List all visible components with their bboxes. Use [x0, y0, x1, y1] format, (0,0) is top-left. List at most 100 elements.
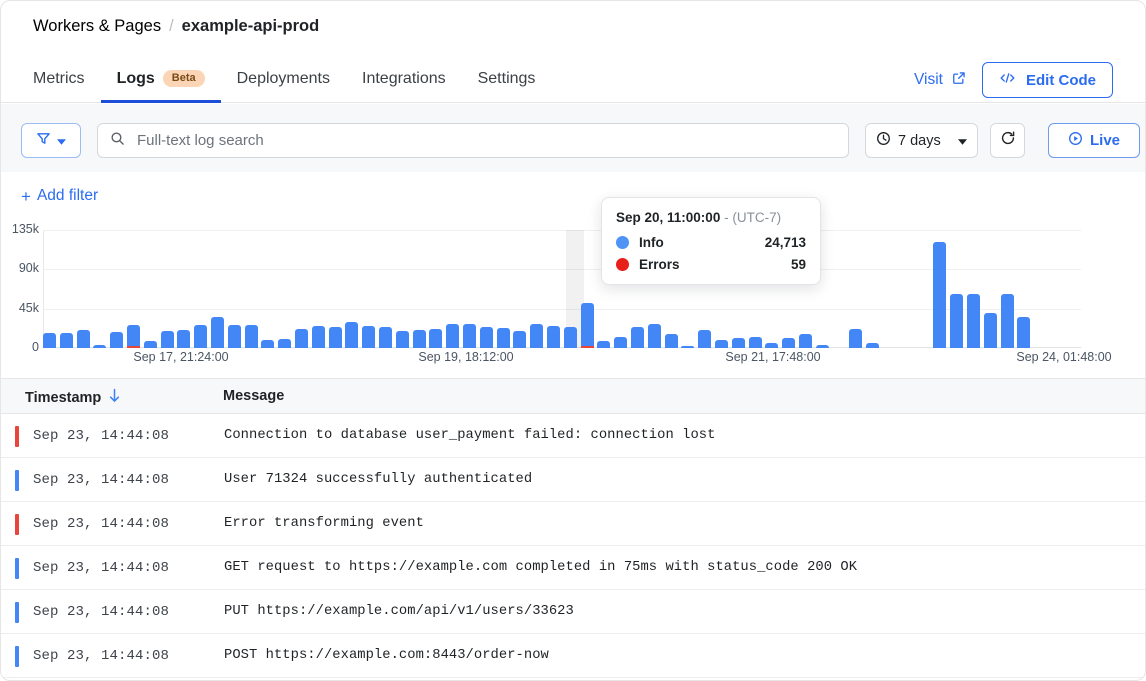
refresh-button[interactable]	[990, 123, 1025, 158]
chart-bar[interactable]	[631, 327, 644, 348]
chart-bar[interactable]	[362, 326, 376, 348]
time-range-selector[interactable]: 7 days	[865, 123, 978, 158]
edit-code-label: Edit Code	[1026, 71, 1096, 89]
chart-bar[interactable]	[295, 328, 308, 348]
tooltip-row-label: Errors	[639, 257, 680, 272]
chart-bar[interactable]	[244, 325, 258, 348]
log-row[interactable]: Sep 23, 14:44:08 Connection to database u…	[1, 414, 1145, 458]
chart-bar[interactable]	[983, 313, 997, 348]
live-button[interactable]: Live	[1048, 123, 1140, 158]
chart-bar[interactable]	[782, 338, 796, 348]
search-input[interactable]	[135, 131, 836, 150]
visit-link[interactable]: Visit	[914, 71, 966, 90]
chart-bar[interactable]	[614, 336, 628, 348]
tab-logs[interactable]: Logs Beta	[100, 57, 221, 103]
tab-metrics[interactable]: Metrics	[33, 57, 101, 103]
add-filter-button[interactable]: + Add filter	[21, 187, 98, 205]
tab-label: Settings	[477, 69, 536, 87]
chart-bar[interactable]	[933, 242, 947, 348]
log-timestamp: Sep 23, 14:44:08	[33, 515, 170, 532]
chart-bar[interactable]	[765, 342, 779, 348]
log-message: Connection to database user_payment fail…	[224, 428, 716, 443]
chart-bar[interactable]	[950, 293, 964, 348]
chart-bar[interactable]	[227, 325, 241, 348]
chart-bar[interactable]	[76, 329, 90, 348]
log-row[interactable]: Sep 23, 14:44:08 POST https://example.com…	[1, 634, 1145, 678]
chevron-down-icon	[57, 132, 66, 150]
chart-bar[interactable]	[143, 341, 157, 348]
chart-bars[interactable]	[1, 230, 1145, 348]
chart-bar[interactable]	[849, 328, 863, 348]
chart-bar[interactable]	[513, 330, 527, 348]
chart-bar[interactable]	[731, 338, 745, 348]
chart-bar[interactable]	[194, 325, 208, 348]
column-header-timestamp[interactable]: Timestamp	[25, 388, 121, 407]
chart-bar[interactable]	[496, 327, 510, 348]
chart-bar[interactable]	[412, 329, 426, 348]
filter-dropdown-button[interactable]	[21, 123, 81, 158]
chart-hover-band	[566, 230, 584, 348]
chart-bar[interactable]	[93, 344, 107, 348]
breadcrumb-root[interactable]: Workers & Pages	[33, 17, 162, 35]
chart-bar[interactable]	[395, 330, 409, 348]
chart-bar[interactable]	[580, 302, 594, 348]
chart-bar[interactable]	[715, 340, 728, 348]
chart-bar[interactable]	[345, 321, 359, 348]
chart-bar[interactable]	[463, 324, 476, 348]
chart-bar[interactable]	[278, 339, 292, 348]
tab-integrations[interactable]: Integrations	[346, 57, 462, 103]
tab-label: Logs	[116, 69, 155, 87]
column-header-message: Message	[223, 388, 284, 404]
chart-bar[interactable]	[261, 340, 275, 348]
log-row[interactable]: Sep 23, 14:44:08 GET request to https://e…	[1, 546, 1145, 590]
chart-bar[interactable]	[446, 323, 460, 348]
chart-bar[interactable]	[815, 344, 829, 348]
log-level-indicator	[15, 514, 19, 535]
search-field[interactable]	[97, 123, 849, 158]
chart-bar[interactable]	[647, 323, 661, 348]
chart-bar[interactable]	[748, 336, 762, 348]
log-volume-chart[interactable]: 0 45k 90k 135k Sep 17, 21:24:00 Sep 19, 18:1…	[1, 222, 1145, 368]
y-tick-label: 90k	[18, 261, 39, 276]
chart-bar[interactable]	[127, 325, 140, 348]
chart-bar[interactable]	[866, 342, 880, 348]
tab-deployments[interactable]: Deployments	[221, 57, 346, 103]
chart-bar[interactable]	[328, 327, 342, 348]
log-row[interactable]: Sep 23, 14:44:08 PUT https://example.com/…	[1, 590, 1145, 634]
chart-bar[interactable]	[479, 327, 493, 348]
tooltip-row-label: Info	[639, 235, 664, 250]
chart-bar[interactable]	[597, 341, 611, 348]
tab-settings[interactable]: Settings	[462, 57, 552, 103]
log-message: POST https://example.com:8443/order-now	[224, 648, 549, 663]
chart-bar[interactable]	[110, 332, 124, 348]
chart-bar[interactable]	[698, 329, 712, 348]
chart-tooltip: Sep 20, 11:00:00 - (UTC-7) Info 24,713 Err…	[601, 197, 821, 285]
log-row[interactable]: Sep 23, 14:44:08 User 71324 successfully …	[1, 458, 1145, 502]
chart-bar[interactable]	[177, 329, 191, 348]
edit-code-button[interactable]: Edit Code	[982, 62, 1113, 98]
chart-bar[interactable]	[967, 293, 980, 348]
log-table-header: Timestamp Message	[1, 378, 1145, 414]
chart-bar[interactable]	[1017, 316, 1031, 348]
tooltip-row: Errors 59	[616, 257, 806, 272]
log-timestamp: Sep 23, 14:44:08	[33, 603, 170, 620]
refresh-icon	[1000, 130, 1016, 151]
chart-bar[interactable]	[311, 326, 325, 348]
chart-bar[interactable]	[664, 334, 678, 348]
chart-bar[interactable]	[530, 323, 544, 348]
chart-bar[interactable]	[547, 326, 560, 348]
log-row[interactable]: Sep 23, 14:44:08 Error transforming event	[1, 502, 1145, 546]
chart-bar[interactable]	[799, 334, 812, 348]
chart-bar[interactable]	[160, 330, 174, 348]
chart-bar[interactable]	[211, 317, 224, 348]
chart-bar[interactable]	[429, 328, 443, 348]
gridline	[43, 269, 1081, 271]
chart-bar[interactable]	[681, 346, 695, 348]
chart-bar[interactable]	[59, 333, 73, 348]
chart-bar[interactable]	[379, 327, 392, 348]
tab-label: Metrics	[33, 69, 85, 87]
chart-bar[interactable]	[43, 333, 56, 348]
chart-bar[interactable]	[1000, 293, 1014, 348]
chart-bar[interactable]	[563, 327, 577, 348]
plus-icon: +	[21, 186, 31, 206]
